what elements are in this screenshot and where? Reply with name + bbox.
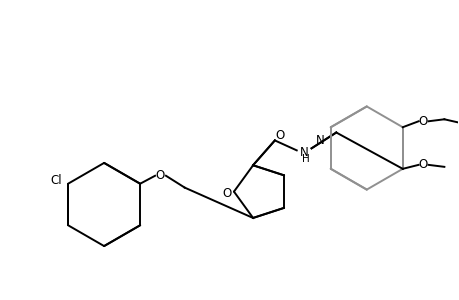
Text: N: N: [315, 134, 324, 147]
Text: Cl: Cl: [50, 174, 62, 187]
Text: H: H: [301, 154, 309, 164]
Text: N: N: [300, 146, 308, 159]
Text: O: O: [155, 169, 164, 182]
Text: O: O: [274, 129, 284, 142]
Text: O: O: [417, 115, 426, 128]
Text: O: O: [222, 187, 231, 200]
Text: O: O: [417, 158, 426, 171]
